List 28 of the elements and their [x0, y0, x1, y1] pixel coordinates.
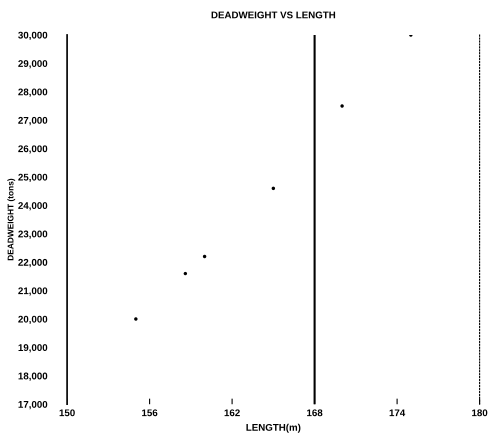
- y-tick-label: 23,000: [18, 230, 48, 239]
- y-tick-label: 19,000: [18, 344, 48, 352]
- y-tick-label: 20,000: [18, 316, 48, 324]
- point: [340, 104, 344, 108]
- y-tick-label: 29,000: [18, 60, 48, 68]
- x-tick-label: 150: [60, 409, 75, 416]
- y-tick-label: 26,000: [18, 145, 48, 154]
- point: [134, 317, 138, 321]
- y-tick-label: 18,000: [18, 372, 48, 381]
- y-tick-label: 22,000: [18, 258, 48, 268]
- y-tick-label: 27,000: [18, 116, 48, 126]
- y-tick-label: 21,000: [18, 287, 48, 296]
- point: [202, 254, 206, 258]
- x-axis-title: LENGTH(m): [246, 424, 300, 433]
- x-tick-label: 156: [142, 409, 158, 416]
- y-tick-label: 17,000: [18, 400, 48, 410]
- chart-title: DEADWEIGHT VS LENGTH: [212, 12, 336, 18]
- point: [272, 186, 276, 190]
- y-axis-title: DEADWEIGHT (tons): [7, 178, 16, 260]
- y-tick-label: 28,000: [18, 88, 48, 97]
- y-tick-label: 30,000: [18, 32, 48, 40]
- x-tick-label: 180: [472, 409, 488, 416]
- x-tick-label: 174: [390, 409, 406, 416]
- y-tick-label: 24,000: [18, 202, 48, 210]
- point: [184, 272, 188, 276]
- x-tick-label: 168: [307, 409, 322, 416]
- x-tick-label: 162: [224, 409, 240, 416]
- y-tick-label: 25,000: [18, 174, 48, 182]
